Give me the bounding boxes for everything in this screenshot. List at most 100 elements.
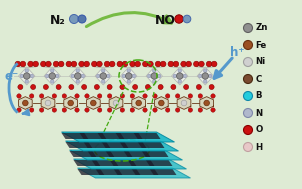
Circle shape — [148, 74, 151, 78]
Polygon shape — [116, 133, 143, 139]
Circle shape — [91, 100, 96, 106]
Circle shape — [98, 108, 102, 112]
Polygon shape — [78, 168, 191, 178]
Circle shape — [196, 84, 201, 90]
Circle shape — [66, 61, 72, 67]
Circle shape — [165, 108, 170, 112]
Circle shape — [153, 108, 157, 112]
Circle shape — [46, 61, 51, 67]
Circle shape — [127, 80, 130, 83]
Text: B: B — [255, 91, 262, 101]
Polygon shape — [88, 151, 114, 157]
Circle shape — [75, 94, 79, 98]
Circle shape — [160, 61, 166, 67]
Polygon shape — [92, 160, 118, 166]
Circle shape — [97, 74, 100, 78]
Circle shape — [92, 61, 97, 67]
Polygon shape — [128, 160, 154, 166]
Circle shape — [145, 84, 150, 90]
Polygon shape — [134, 133, 160, 139]
Circle shape — [71, 74, 75, 78]
Polygon shape — [86, 97, 100, 109]
Circle shape — [98, 94, 102, 98]
Circle shape — [15, 61, 21, 67]
Circle shape — [62, 108, 66, 112]
Circle shape — [122, 61, 128, 67]
Circle shape — [69, 84, 74, 90]
Circle shape — [135, 61, 140, 67]
Circle shape — [28, 61, 34, 67]
Circle shape — [209, 84, 214, 90]
Circle shape — [186, 61, 191, 67]
Circle shape — [204, 80, 207, 83]
Circle shape — [106, 74, 110, 78]
Circle shape — [68, 100, 73, 106]
Polygon shape — [78, 169, 104, 175]
Circle shape — [153, 80, 156, 83]
Circle shape — [133, 84, 138, 90]
Circle shape — [40, 94, 44, 98]
Circle shape — [18, 84, 23, 90]
Polygon shape — [154, 97, 168, 109]
Circle shape — [85, 94, 89, 98]
Circle shape — [198, 74, 202, 78]
Circle shape — [101, 69, 105, 72]
Polygon shape — [95, 169, 122, 175]
Circle shape — [143, 61, 148, 67]
Circle shape — [97, 61, 102, 67]
Circle shape — [202, 73, 208, 79]
Circle shape — [130, 108, 134, 112]
Polygon shape — [101, 142, 128, 148]
Circle shape — [50, 69, 54, 72]
Circle shape — [208, 74, 212, 78]
Circle shape — [211, 108, 215, 112]
Circle shape — [173, 61, 179, 67]
Polygon shape — [84, 142, 110, 148]
Circle shape — [183, 74, 186, 78]
Circle shape — [243, 91, 252, 101]
Circle shape — [175, 94, 180, 98]
Circle shape — [184, 84, 189, 90]
Circle shape — [211, 61, 217, 67]
Circle shape — [181, 61, 186, 67]
Polygon shape — [73, 159, 187, 169]
Circle shape — [40, 108, 44, 112]
Circle shape — [46, 74, 49, 78]
Polygon shape — [44, 67, 60, 85]
Circle shape — [17, 108, 21, 112]
Circle shape — [178, 80, 182, 83]
Circle shape — [76, 80, 79, 83]
Text: Fe: Fe — [255, 40, 267, 50]
Circle shape — [171, 84, 176, 90]
Circle shape — [108, 94, 112, 98]
Polygon shape — [109, 97, 123, 109]
Circle shape — [20, 74, 24, 78]
Polygon shape — [69, 150, 182, 160]
Polygon shape — [79, 133, 106, 139]
Circle shape — [243, 40, 252, 50]
Circle shape — [194, 61, 199, 67]
Circle shape — [100, 73, 106, 79]
Circle shape — [175, 15, 183, 23]
Polygon shape — [124, 151, 150, 157]
Circle shape — [206, 61, 212, 67]
Circle shape — [84, 61, 89, 67]
Circle shape — [107, 84, 112, 90]
Circle shape — [178, 69, 182, 72]
Circle shape — [243, 125, 252, 135]
Polygon shape — [200, 97, 214, 109]
Circle shape — [204, 100, 210, 106]
Polygon shape — [120, 67, 137, 85]
Circle shape — [168, 61, 174, 67]
Circle shape — [173, 74, 177, 78]
Text: Zn: Zn — [255, 23, 268, 33]
Circle shape — [148, 61, 153, 67]
Circle shape — [113, 100, 119, 106]
Circle shape — [109, 61, 115, 67]
Text: h⁺: h⁺ — [230, 46, 244, 60]
Circle shape — [159, 100, 164, 106]
Circle shape — [211, 94, 215, 98]
Polygon shape — [62, 133, 88, 139]
Circle shape — [155, 61, 161, 67]
Polygon shape — [146, 67, 162, 85]
